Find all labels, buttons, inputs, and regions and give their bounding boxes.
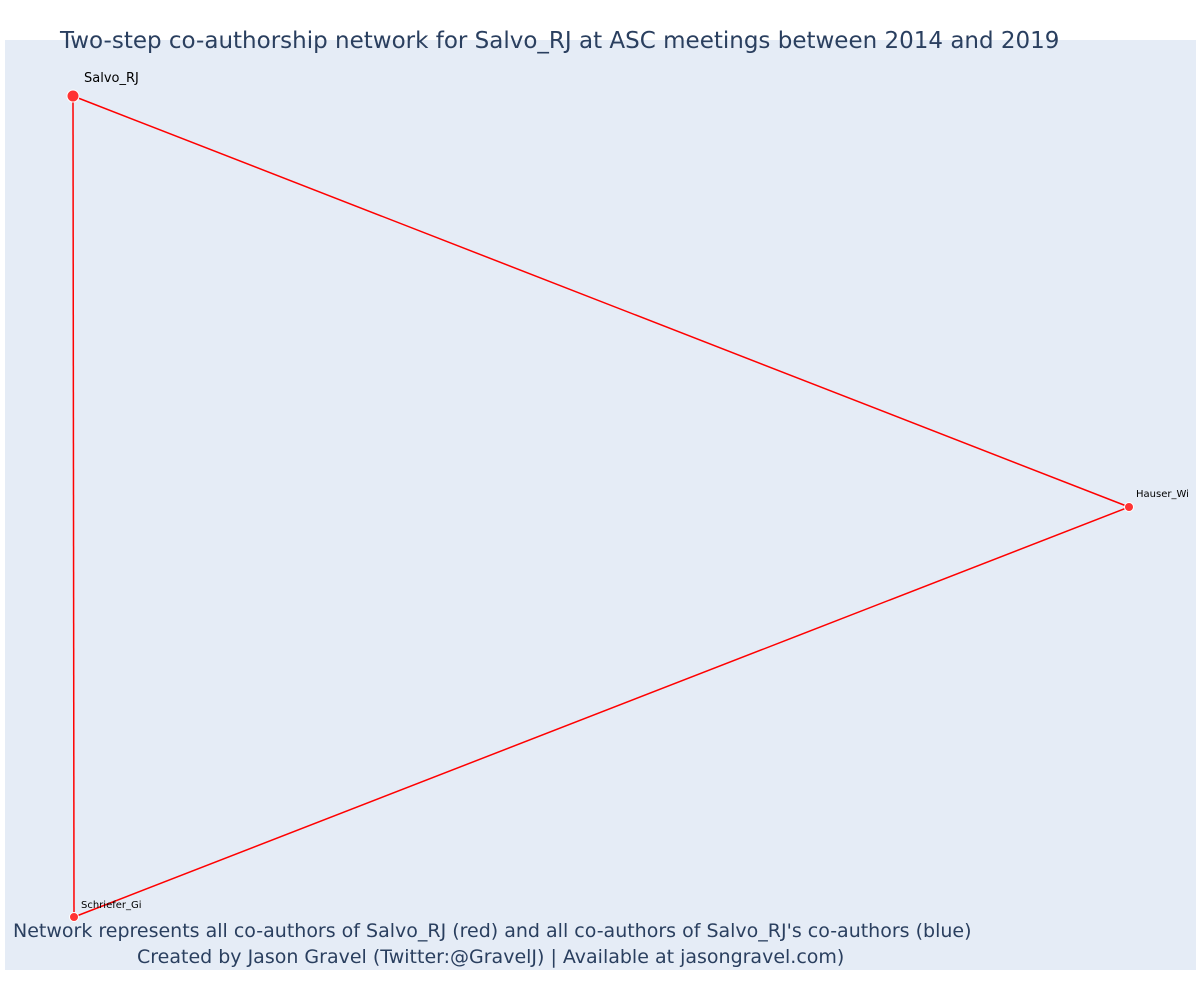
edge-Salvo_RJ-Schriefer_Gi <box>72 95 75 918</box>
edge-Hauser_Wi-Schriefer_Gi <box>73 506 1130 918</box>
caption-line-1: Network represents all co-authors of Sal… <box>13 920 972 942</box>
node-label-Salvo_RJ: Salvo_RJ <box>84 71 139 86</box>
edges-layer <box>72 95 1130 918</box>
node-label-Hauser_Wi: Hauser_Wi <box>1136 489 1189 500</box>
node-label-Schriefer_Gi: Schriefer_Gi <box>81 900 142 911</box>
labels-layer: Salvo_RJ Hauser_Wi Schriefer_Gi <box>81 71 1189 911</box>
chart-title: Two-step co-authorship network for Salvo… <box>60 28 1060 54</box>
node-Hauser_Wi[interactable] <box>1124 502 1134 512</box>
node-Salvo_RJ[interactable] <box>66 89 80 103</box>
node-Schriefer_Gi[interactable] <box>69 912 79 922</box>
caption: Network represents all co-authors of Sal… <box>13 918 972 970</box>
caption-line-2: Created by Jason Gravel (Twitter:@Gravel… <box>137 946 845 968</box>
plot-area <box>5 40 1196 970</box>
edge-Salvo_RJ-Hauser_Wi <box>72 95 1130 508</box>
nodes-layer <box>66 89 1134 922</box>
